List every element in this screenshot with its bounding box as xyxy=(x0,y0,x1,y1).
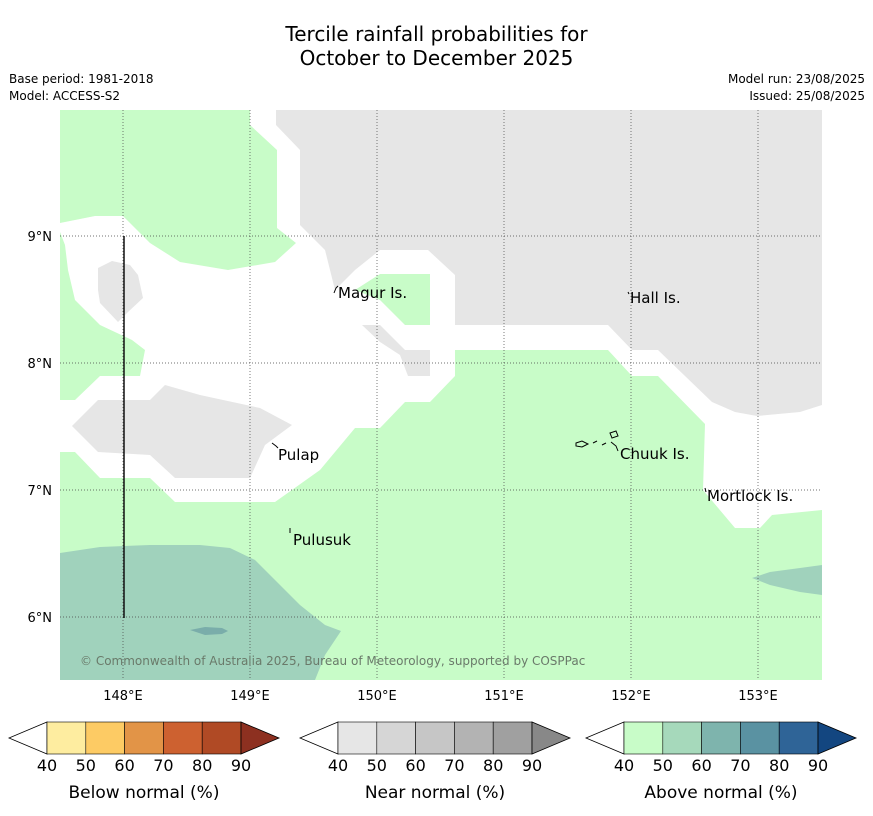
above-normal-region-stronger-patch xyxy=(190,627,228,635)
near-normal-colorbar-tick: 70 xyxy=(444,756,464,775)
place-label-chuuk: Chuuk Is. xyxy=(620,445,689,463)
place-label-mortlock: Mortlock Is. xyxy=(707,487,793,505)
near-normal-colorbar-tick: 90 xyxy=(522,756,542,775)
near-normal-region-mid xyxy=(362,325,430,376)
below-normal-colorbar-segment xyxy=(124,721,164,755)
above-normal-colorbar-tick: 50 xyxy=(653,756,673,775)
title-line-1: Tercile rainfall probabilities for xyxy=(285,22,588,46)
map-area: Magur Is. Hall Is. Pulap Chuuk Is. Mortl… xyxy=(60,110,822,680)
above-normal-colorbar-segment xyxy=(623,721,664,755)
base-period: Base period: 1981-2018 xyxy=(9,72,154,86)
place-label-hall: Hall Is. xyxy=(630,289,681,307)
above-normal-region-strong-east xyxy=(752,565,822,595)
above-normal-region-strong-southwest xyxy=(60,545,341,680)
above-normal-colorbar-tick: 90 xyxy=(808,756,828,775)
lon-label: 148°E xyxy=(103,689,143,704)
above-normal-colorbar-segment xyxy=(662,721,702,755)
colorbar-legends: 40 50 60 70 80 90 Below normal (%) 40 50 60 70 80 90… xyxy=(7,721,858,803)
above-normal-colorbar-tick: 70 xyxy=(730,756,750,775)
below-normal-colorbar-tick: 90 xyxy=(231,756,251,775)
above-normal-region-northwest xyxy=(60,110,296,270)
near-normal-region-pulap xyxy=(72,385,292,478)
above-normal-colorbar-low-arrow xyxy=(584,721,625,755)
near-normal-colorbar-low-arrow xyxy=(298,721,339,755)
below-normal-colorbar-tick: 60 xyxy=(114,756,134,775)
below-normal-colorbar-segment xyxy=(85,721,125,755)
issued-date: Issued: 25/08/2025 xyxy=(749,89,865,103)
lon-label: 150°E xyxy=(357,689,397,704)
lat-label: 7°N xyxy=(28,484,53,499)
near-normal-colorbar-tick: 40 xyxy=(328,756,348,775)
near-normal-region-west-blob xyxy=(98,261,143,322)
meta-left: Base period: 1981-2018 Model: ACCESS-S2 xyxy=(9,71,154,105)
latitude-labels: 9°N 8°N 7°N 6°N xyxy=(28,230,53,626)
longitude-labels: 148°E 149°E 150°E 151°E 152°E 153°E xyxy=(103,689,778,704)
above-normal-colorbar-segment xyxy=(778,721,819,755)
island-outlines xyxy=(271,285,707,533)
near-normal-colorbar-segment xyxy=(376,721,416,755)
above-normal-colorbar-segment xyxy=(701,721,741,755)
below-normal-colorbar-segment xyxy=(201,721,242,755)
title-line-2: October to December 2025 xyxy=(299,46,574,70)
place-label-magur: Magur Is. xyxy=(338,284,407,302)
above-normal-colorbar-segment xyxy=(740,721,780,755)
map-gridlines xyxy=(60,110,822,680)
below-normal-colorbar-tick: 40 xyxy=(37,756,57,775)
below-normal-colorbar-segment xyxy=(46,721,87,755)
below-normal-colorbar-segment xyxy=(163,721,203,755)
below-normal-colorbar-tick: 50 xyxy=(76,756,96,775)
lat-label: 9°N xyxy=(28,230,53,245)
near-normal-colorbar-segment xyxy=(454,721,494,755)
lat-label: 8°N xyxy=(28,357,53,372)
model-name: Model: ACCESS-S2 xyxy=(9,89,121,103)
below-normal-colorbar: 40 50 60 70 80 90 Below normal (%) xyxy=(7,721,281,803)
lat-label: 6°N xyxy=(28,611,53,626)
place-label-pulusuk: Pulusuk xyxy=(293,531,351,549)
above-normal-colorbar-label: Above normal (%) xyxy=(644,783,797,803)
near-normal-colorbar-tick: 50 xyxy=(367,756,387,775)
near-normal-colorbar-tick: 80 xyxy=(483,756,503,775)
above-normal-colorbar-tick: 80 xyxy=(769,756,789,775)
above-normal-colorbar-tick: 40 xyxy=(614,756,634,775)
lon-label: 153°E xyxy=(738,689,778,704)
near-normal-colorbar-segment xyxy=(415,721,455,755)
lon-label: 151°E xyxy=(484,689,524,704)
map-title: Tercile rainfall probabilities for Octob… xyxy=(0,22,873,70)
near-normal-colorbar-segment xyxy=(492,721,533,755)
below-normal-colorbar-tick: 70 xyxy=(153,756,173,775)
near-normal-colorbar-tick: 60 xyxy=(405,756,425,775)
above-normal-colorbar: 40 50 60 70 80 90 Above normal (%) xyxy=(584,721,858,803)
below-normal-colorbar-tick: 80 xyxy=(192,756,212,775)
near-normal-region-northeast xyxy=(276,110,822,416)
above-normal-colorbar-tick: 60 xyxy=(691,756,711,775)
above-normal-colorbar-high-arrow xyxy=(817,721,858,755)
above-normal-region-magur xyxy=(355,274,430,325)
near-normal-colorbar: 40 50 60 70 80 90 Near normal (%) xyxy=(298,721,572,803)
near-normal-colorbar-label: Near normal (%) xyxy=(365,783,505,803)
model-run: Model run: 23/08/2025 xyxy=(727,72,865,86)
near-normal-colorbar-high-arrow xyxy=(531,721,572,755)
copyright-notice: © Commonwealth of Australia 2025, Bureau… xyxy=(80,654,585,668)
below-normal-colorbar-low-arrow xyxy=(7,721,48,755)
near-normal-colorbar-segment xyxy=(337,721,378,755)
meta-right: Model run: 23/08/2025 Issued: 25/08/2025 xyxy=(728,71,865,105)
place-label-pulap: Pulap xyxy=(278,446,319,464)
below-normal-colorbar-high-arrow xyxy=(240,721,281,755)
lon-label: 152°E xyxy=(611,689,651,704)
below-normal-colorbar-label: Below normal (%) xyxy=(69,783,220,803)
lon-label: 149°E xyxy=(230,689,270,704)
